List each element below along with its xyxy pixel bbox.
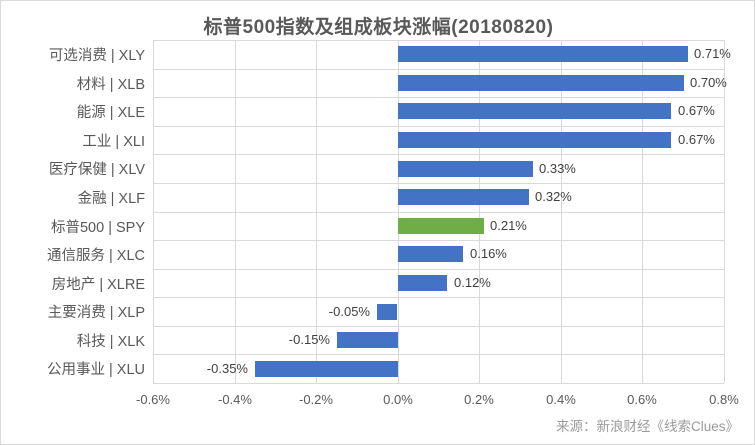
category-label: 科技 | XLK [76, 334, 145, 350]
bar-value-label: -0.05% [328, 304, 370, 319]
row-separator [153, 240, 724, 241]
gridline-vertical [724, 40, 725, 383]
bar-value-label: -0.35% [206, 361, 248, 376]
bar-材料 | XLB [398, 75, 684, 91]
x-tick-label: 0.6% [627, 392, 657, 407]
bar-金融 | XLF [398, 189, 529, 205]
x-tick-label: 0.4% [546, 392, 576, 407]
category-label: 金融 | XLF [77, 191, 145, 207]
row-separator [153, 297, 724, 298]
gridline-vertical [153, 40, 154, 383]
bar-科技 | XLK [337, 332, 398, 348]
bar-工业 | XLI [398, 132, 671, 148]
row-separator [153, 326, 724, 327]
category-label: 通信服务 | XLC [46, 248, 145, 264]
gridline-vertical [235, 40, 236, 383]
chart-title: 标普500指数及组成板块涨幅(20180820) [203, 17, 554, 38]
category-label: 公用事业 | XLU [46, 362, 145, 378]
gridline-vertical [479, 40, 480, 383]
bar-value-label: 0.32% [535, 189, 572, 204]
category-axis: 可选消费 | XLY 材料 | XLB 能源 | XLE 工业 | XLI 医疗保健 |… [1, 40, 145, 383]
row-separator [153, 69, 724, 70]
bar-公用事业 | XLU [255, 361, 398, 377]
row-separator [153, 383, 724, 384]
category-label: 可选消费 | XLY [48, 48, 145, 64]
x-tick-label: -0.4% [218, 392, 252, 407]
bar-标普500 | SPY [398, 218, 484, 234]
bar-value-label: 0.71% [694, 46, 731, 61]
row-separator [153, 97, 724, 98]
x-tick-label: -0.2% [299, 392, 333, 407]
plot-area: 0.71% 0.70% 0.67% 0.67% 0.33% 0.32% 0.21% 0.16%… [153, 40, 731, 384]
source-note: 来源：新浪财经《线索Clues》 [555, 419, 739, 434]
row-separator [153, 212, 724, 213]
category-label: 房地产 | XLRE [51, 277, 145, 293]
category-label: 工业 | XLI [82, 134, 145, 150]
row-separator [153, 354, 724, 355]
category-label: 医疗保健 | XLV [48, 162, 145, 178]
category-label: 材料 | XLB [76, 77, 145, 93]
gridline-vertical [316, 40, 317, 383]
bar-value-label: 0.70% [690, 75, 727, 90]
x-tick-label: 0.0% [383, 392, 413, 407]
gridline-vertical [642, 40, 643, 383]
gridline-vertical [398, 40, 399, 383]
bar-value-label: 0.21% [490, 218, 527, 233]
bar-value-label: 0.33% [539, 161, 576, 176]
bar-能源 | XLE [398, 103, 671, 119]
x-tick-label: 0.8% [709, 392, 739, 407]
bar-通信服务 | XLC [398, 246, 463, 262]
category-label: 主要消费 | XLP [47, 305, 145, 321]
bar-value-label: 0.12% [454, 275, 491, 290]
x-tick-label: -0.6% [136, 392, 170, 407]
gridline-vertical [561, 40, 562, 383]
row-separator [153, 40, 724, 41]
bar-value-label: 0.67% [678, 103, 715, 118]
category-label: 标普500 | SPY [50, 220, 145, 236]
bar-value-label: -0.15% [288, 332, 330, 347]
row-separator [153, 183, 724, 184]
category-label: 能源 | XLE [76, 105, 145, 121]
x-axis: -0.6% -0.4% -0.2% 0.0% 0.2% 0.4% 0.6% 0.8% [1, 392, 754, 412]
row-separator [153, 154, 724, 155]
bar-可选消费 | XLY [398, 46, 688, 62]
bar-医疗保健 | XLV [398, 161, 533, 177]
bar-value-label: 0.67% [678, 132, 715, 147]
bar-主要消费 | XLP [377, 304, 397, 320]
row-separator [153, 269, 724, 270]
row-separator [153, 126, 724, 127]
x-tick-label: 0.2% [464, 392, 494, 407]
bar-value-label: 0.16% [470, 246, 507, 261]
bar-房地产 | XLRE [398, 275, 447, 291]
